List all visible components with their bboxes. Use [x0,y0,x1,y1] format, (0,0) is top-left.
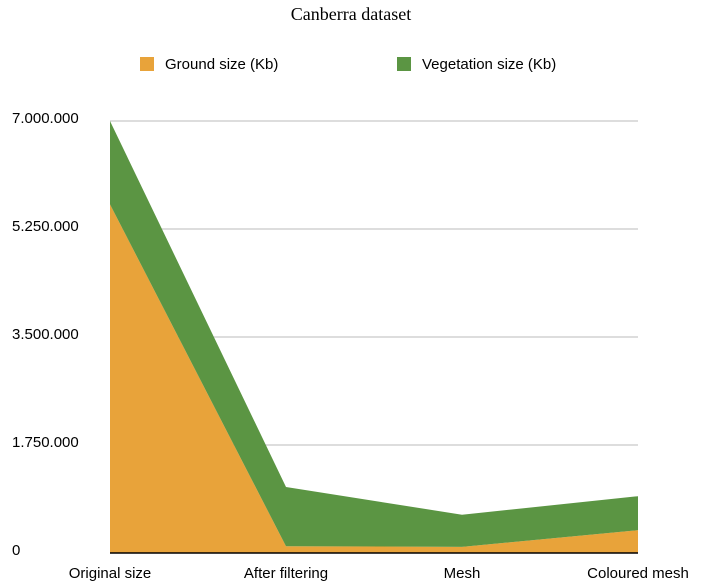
y-tick-label: 1.750.000 [12,434,79,451]
legend-label: Vegetation size (Kb) [422,56,556,73]
legend-swatch [397,57,411,71]
legend-swatch [140,57,154,71]
area [110,204,638,554]
legend-label: Ground size (Kb) [165,56,278,73]
x-tick-label: Original size [69,565,152,582]
y-tick-label: 3.500.000 [12,326,79,343]
x-tick-label: Coloured mesh [587,565,689,582]
x-tick-label: Mesh [444,565,481,582]
area [110,121,638,547]
x-tick-label: After filtering [244,565,328,582]
y-tick-label: 0 [12,542,20,559]
y-tick-label: 7.000.000 [12,110,79,127]
chart-title: Canberra dataset [291,4,411,24]
y-tick-label: 5.250.000 [12,218,79,235]
